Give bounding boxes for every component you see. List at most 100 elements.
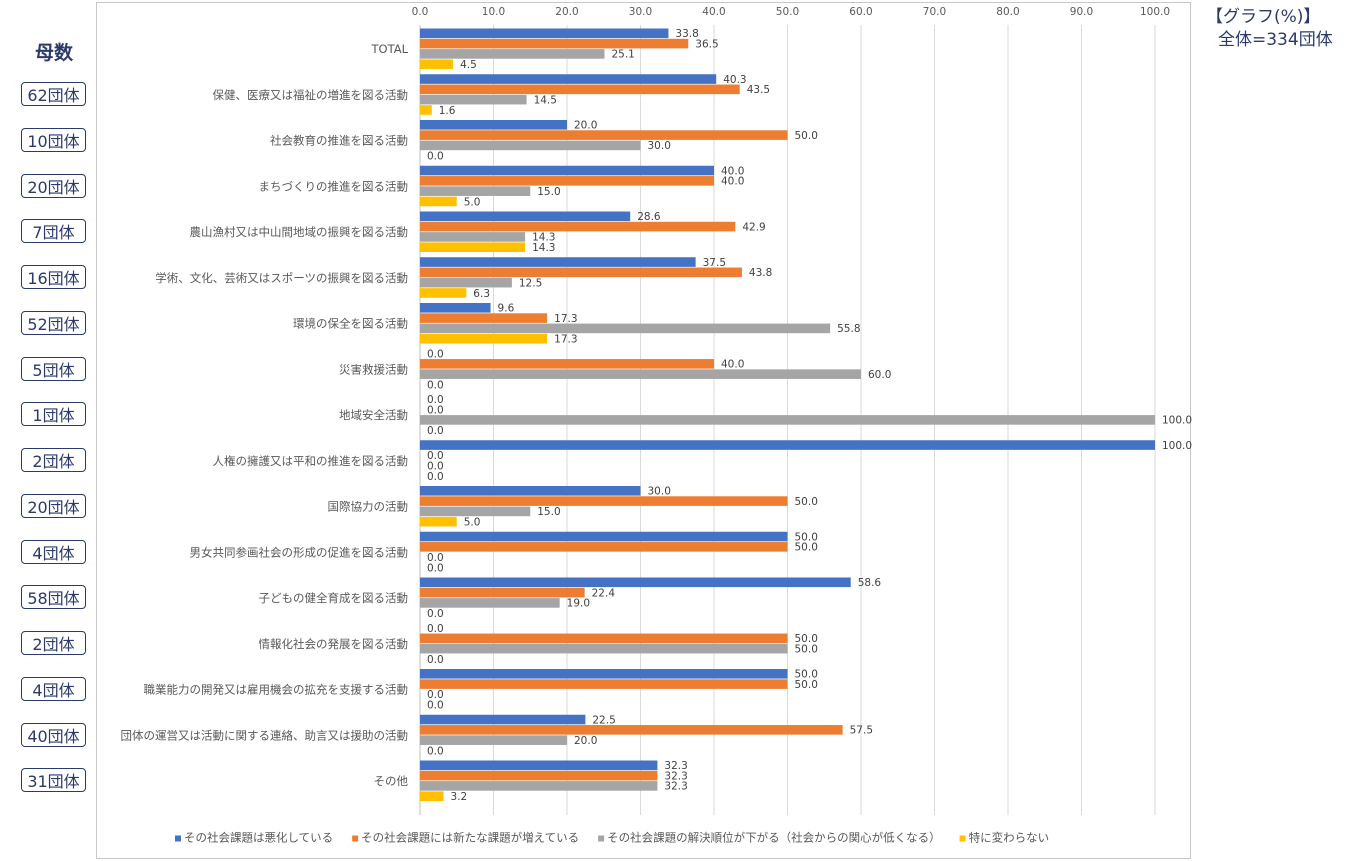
bar [420, 242, 526, 252]
bar [420, 49, 605, 59]
count-box: 5団体 [21, 356, 86, 381]
data-label: 33.8 [675, 28, 698, 40]
data-label: 12.5 [519, 277, 542, 289]
data-label: 0.0 [427, 379, 444, 391]
category-label: 団体の運営又は活動に関する連絡、助言又は援助の活動 [121, 728, 409, 742]
bar [420, 232, 526, 242]
category-label: 社会教育の推進を図る活動 [270, 134, 408, 148]
data-label: 0.0 [427, 450, 444, 462]
data-label: 50.0 [795, 679, 818, 691]
bar [420, 369, 861, 379]
data-label: 6.3 [473, 288, 490, 300]
bar [420, 165, 714, 176]
bar [420, 679, 788, 689]
data-label: 14.3 [532, 242, 555, 254]
legend-label: その社会課題には新たな課題が増えている [361, 831, 579, 845]
data-label: 0.0 [427, 700, 444, 712]
category-label: まちづくりの推進を図る活動 [259, 179, 409, 193]
count-box: 1団体 [21, 402, 86, 427]
data-label: 0.0 [427, 394, 444, 406]
bar [420, 303, 491, 313]
data-label: 40.0 [721, 165, 744, 177]
data-label: 58.6 [858, 577, 882, 589]
legend-swatch [598, 835, 605, 842]
data-label: 57.5 [850, 725, 873, 737]
x-tick-label: 40.0 [702, 6, 725, 18]
bar [420, 770, 658, 781]
data-label: 14.3 [532, 232, 555, 244]
legend-swatch [959, 835, 966, 842]
bar [420, 643, 788, 654]
category-label: 保健、医療又は福祉の増進を図る活動 [213, 88, 409, 102]
bar [420, 791, 444, 801]
legend-label: その社会課題は悪化している [184, 831, 333, 845]
data-label: 60.0 [868, 369, 891, 381]
bar [420, 725, 843, 735]
bar [420, 221, 736, 232]
bar [420, 587, 585, 598]
bar [420, 196, 457, 207]
count-box: 7団体 [21, 219, 86, 244]
bar [420, 516, 457, 527]
data-label: 3.2 [451, 791, 468, 803]
bar [420, 94, 527, 105]
bar [420, 140, 641, 151]
legend-label: 特に変わらない [969, 831, 1050, 845]
bar [420, 531, 788, 542]
bar [420, 59, 454, 69]
data-label: 20.0 [574, 120, 597, 132]
bar [420, 506, 531, 517]
data-label: 17.3 [554, 334, 577, 346]
bar [420, 277, 512, 288]
bar [420, 440, 1155, 450]
count-box: 2団体 [21, 631, 86, 655]
data-label: 40.0 [721, 359, 744, 371]
count-box: 10団体 [21, 127, 86, 152]
bar [420, 84, 740, 95]
bar [420, 323, 831, 334]
category-label: 人権の擁護又は平和の推進を図る活動 [213, 454, 409, 468]
count-box: 20団体 [21, 493, 86, 518]
x-tick-label: 30.0 [629, 6, 652, 18]
data-label: 22.4 [592, 587, 616, 599]
count-box: 4団体 [21, 539, 86, 564]
data-label: 0.0 [427, 562, 444, 574]
data-label: 5.0 [464, 517, 481, 529]
data-label: 28.6 [637, 211, 661, 223]
count-box: 58団体 [21, 585, 86, 610]
graph-note-total: 全体=334団体 [1218, 30, 1333, 50]
x-tick-label: 10.0 [482, 6, 505, 18]
bar [420, 257, 696, 267]
data-label: 0.0 [427, 404, 444, 416]
data-label: 30.0 [648, 486, 671, 498]
bar [420, 211, 631, 222]
data-label: 0.0 [427, 623, 444, 635]
data-label: 32.3 [664, 760, 687, 772]
bar [420, 496, 788, 506]
bar [420, 781, 658, 791]
bar [420, 577, 851, 588]
bar [420, 359, 714, 369]
bar [420, 28, 669, 39]
count-box: 2団体 [21, 448, 86, 472]
category-label: TOTAL [371, 42, 409, 56]
data-label: 25.1 [611, 49, 634, 61]
data-label: 50.0 [795, 633, 818, 645]
x-tick-label: 0.0 [412, 6, 429, 18]
data-label: 0.0 [427, 745, 444, 757]
data-label: 22.5 [592, 714, 615, 726]
count-box: 4団体 [21, 676, 86, 701]
boshu-label: 母数 [34, 42, 73, 64]
data-label: 0.0 [427, 689, 444, 701]
category-label: 国際協力の活動 [328, 500, 409, 514]
bar [420, 267, 742, 278]
bar [420, 714, 586, 725]
data-label: 100.0 [1162, 415, 1192, 427]
graph-note-title: 【グラフ(%)】 [1206, 7, 1321, 27]
count-box: 31団体 [21, 768, 86, 793]
data-label: 55.8 [837, 323, 860, 335]
bar-chart: 0.0 10.0 20.0 30.0 40.0 50.0 60.0 70.0 80.0 90.0 1… [121, 6, 1193, 845]
data-label: 32.3 [664, 781, 687, 793]
data-label: 32.3 [664, 770, 687, 782]
data-label: 40.3 [723, 74, 746, 86]
